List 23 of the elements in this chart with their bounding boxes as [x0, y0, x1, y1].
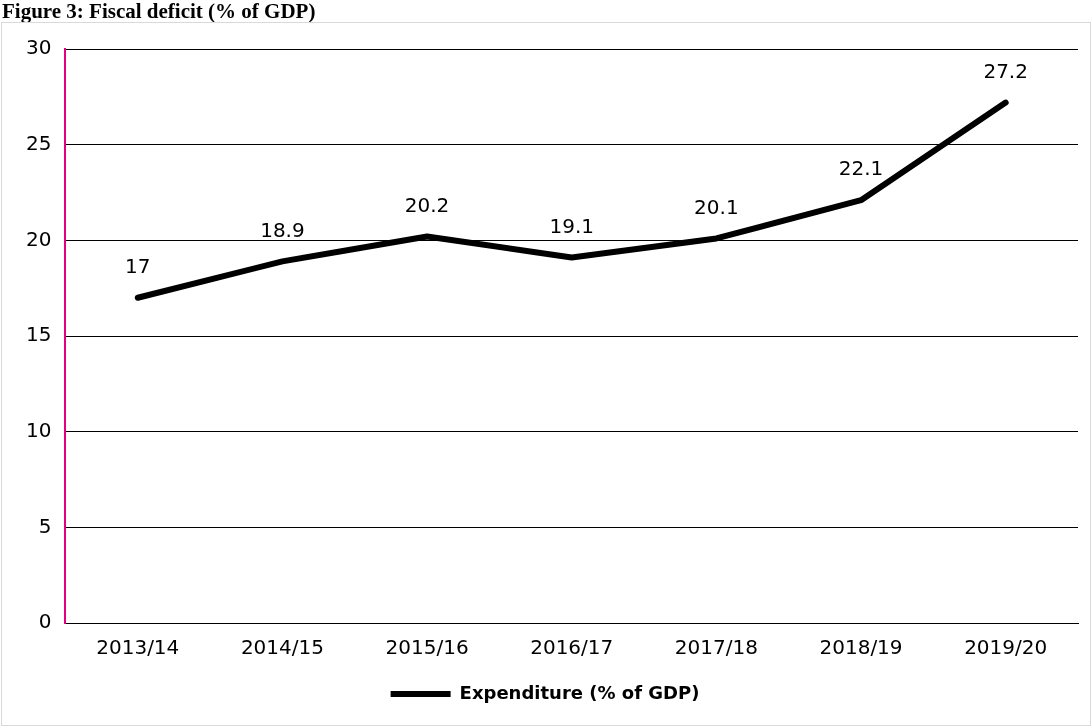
x-tick-label: 2017/18 — [674, 635, 758, 660]
y-tick-label: 10 — [26, 417, 52, 442]
data-label: 20.2 — [404, 192, 450, 217]
data-label: 22.1 — [838, 156, 884, 181]
data-label: 17 — [125, 253, 151, 278]
x-tick-label: 2018/19 — [819, 635, 903, 660]
data-label: 18.9 — [260, 217, 305, 242]
y-tick-label: 0 — [38, 609, 52, 634]
x-tick-label: 2014/15 — [240, 635, 324, 660]
x-tick-label: 2019/20 — [964, 635, 1048, 660]
legend-label: Expenditure (% of GDP) — [459, 681, 700, 703]
data-label: 20.1 — [694, 194, 739, 219]
y-tick-label: 20 — [26, 226, 52, 251]
x-tick-label: 2013/14 — [96, 635, 180, 660]
y-tick-label: 25 — [26, 130, 52, 155]
y-tick-label: 15 — [26, 322, 52, 347]
data-label: 19.1 — [549, 213, 594, 238]
y-tick-label: 5 — [38, 513, 52, 538]
data-label: 27.2 — [983, 58, 1028, 83]
y-tick-label: 30 — [26, 35, 52, 60]
x-tick-label: 2016/17 — [530, 635, 614, 660]
chart-title: Figure 3: Fiscal deficit (% of GDP) — [2, 0, 316, 23]
x-tick-label: 2015/16 — [385, 635, 469, 660]
